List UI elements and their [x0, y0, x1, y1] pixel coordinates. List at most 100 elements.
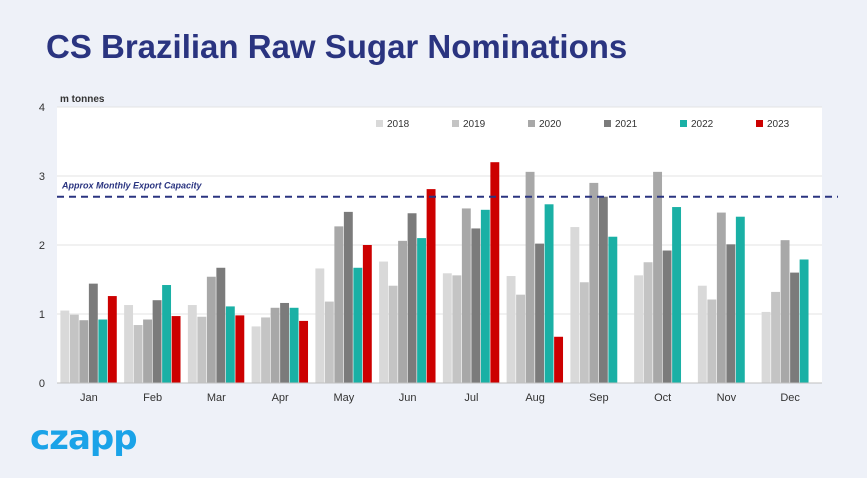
x-tick-label: Aug [525, 392, 545, 404]
legend-label-2021: 2021 [615, 119, 638, 130]
legend-swatch-2019 [452, 120, 459, 127]
bar-2023-jun [426, 189, 436, 383]
x-tick-label: Jun [399, 392, 417, 404]
bar-2018-sep [570, 227, 580, 383]
bar-2021-feb [152, 300, 162, 383]
bar-2021-oct [662, 250, 672, 383]
bar-2022-sep [608, 236, 618, 383]
page-title: CS Brazilian Raw Sugar Nominations [46, 28, 628, 65]
legend-swatch-2020 [528, 120, 535, 127]
bar-2022-oct [672, 207, 682, 383]
bar-2018-mar [187, 305, 197, 383]
bar-2020-feb [143, 319, 153, 383]
bar-2023-aug [554, 336, 564, 383]
legend-label-2023: 2023 [767, 119, 790, 130]
bar-2023-jul [490, 162, 500, 383]
bar-2018-feb [124, 305, 134, 383]
bar-2023-feb [171, 316, 181, 383]
bar-2019-feb [133, 325, 143, 383]
bar-2018-nov [697, 285, 707, 383]
bar-2021-jun [407, 213, 417, 383]
bar-2022-mar [225, 306, 235, 383]
bar-2022-jul [480, 209, 490, 383]
x-tick-label: Jan [80, 392, 98, 404]
x-tick-label: May [333, 392, 354, 404]
legend-swatch-2023 [756, 120, 763, 127]
bar-2021-dec [790, 272, 800, 383]
y-tick-label: 3 [39, 171, 45, 183]
bar-2022-aug [544, 204, 554, 383]
legend-label-2019: 2019 [463, 119, 486, 130]
legend-swatch-2018 [376, 120, 383, 127]
bar-2019-apr [261, 317, 271, 383]
bar-2018-jan [60, 310, 70, 383]
bar-2019-mar [197, 316, 207, 383]
x-tick-label: Nov [717, 392, 737, 404]
bar-2021-sep [598, 196, 608, 383]
bar-2020-sep [589, 182, 599, 383]
bar-2021-mar [216, 267, 226, 383]
bar-2022-dec [799, 259, 809, 383]
bar-2019-may [324, 301, 334, 383]
export-capacity-label: Approx Monthly Export Capacity [61, 181, 203, 191]
bar-2020-aug [525, 171, 535, 383]
bar-2023-jan [107, 296, 117, 383]
bar-2019-jan [69, 314, 79, 383]
bar-2020-dec [780, 240, 790, 383]
legend-label-2022: 2022 [691, 119, 714, 130]
bar-2022-may [353, 267, 363, 383]
x-tick-label: Dec [780, 392, 800, 404]
bar-2018-jul [442, 273, 452, 383]
bar-2020-may [334, 226, 344, 383]
czapp-logo: czapp [30, 418, 138, 458]
bar-2021-jan [88, 283, 98, 383]
bar-2019-dec [771, 291, 781, 383]
bar-2021-may [343, 211, 353, 383]
bar-2020-mar [206, 276, 216, 383]
bar-2020-oct [653, 171, 663, 383]
bar-2023-mar [235, 315, 245, 383]
bar-2020-jul [461, 208, 471, 383]
bar-2020-nov [716, 212, 726, 383]
bar-2021-jul [471, 228, 481, 383]
x-tick-label: Jul [464, 392, 478, 404]
bar-2022-feb [162, 285, 172, 383]
legend-label-2020: 2020 [539, 119, 562, 130]
x-tick-label: Oct [654, 392, 671, 404]
bar-2019-jun [388, 285, 398, 383]
legend-swatch-2022 [680, 120, 687, 127]
x-tick-label: Sep [589, 392, 609, 404]
bar-2018-jun [379, 261, 389, 383]
bar-2019-sep [579, 282, 589, 383]
bar-2019-aug [516, 294, 526, 383]
legend-label-2018: 2018 [387, 119, 410, 130]
y-tick-label: 4 [39, 102, 45, 114]
bar-2019-oct [643, 262, 653, 383]
bar-2018-oct [634, 275, 644, 383]
bar-2021-apr [280, 302, 290, 383]
bar-2020-apr [270, 307, 280, 383]
bar-2018-may [315, 268, 325, 383]
bar-2022-jan [98, 319, 108, 383]
bar-2019-jul [452, 275, 462, 383]
bar-2018-aug [506, 276, 516, 383]
y-axis-label: m tonnes [60, 94, 105, 105]
bar-2023-may [362, 245, 372, 383]
bar-2022-jun [417, 238, 427, 383]
bar-2018-dec [761, 311, 771, 383]
y-tick-label: 1 [39, 309, 45, 321]
x-tick-label: Feb [143, 392, 162, 404]
legend-swatch-2021 [604, 120, 611, 127]
x-tick-label: Mar [207, 392, 226, 404]
bar-2018-apr [251, 326, 261, 383]
bar-2022-nov [735, 216, 745, 383]
bar-2020-jun [398, 240, 408, 383]
bar-2019-nov [707, 299, 717, 383]
x-tick-label: Apr [272, 392, 289, 404]
y-tick-label: 2 [39, 240, 45, 252]
y-tick-label: 0 [39, 378, 45, 390]
bar-2020-jan [79, 320, 89, 383]
bar-2023-apr [299, 320, 309, 383]
bar-2021-nov [726, 244, 736, 383]
